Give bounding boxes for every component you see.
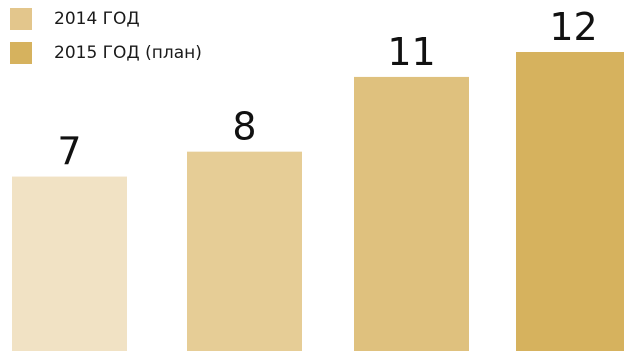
legend-item-2014: 2014 ГОД — [10, 8, 202, 30]
bar-value-label-1: 7 — [57, 130, 81, 174]
bar-value-label-2: 8 — [232, 105, 256, 149]
bar-3 — [354, 76, 469, 351]
legend: 2014 ГОД 2015 ГОД (план) — [10, 8, 202, 76]
legend-swatch-2014 — [10, 8, 32, 30]
legend-item-2015: 2015 ГОД (план) — [10, 42, 202, 64]
bar-4 — [516, 52, 624, 351]
legend-label-2015: 2015 ГОД (план) — [54, 43, 202, 63]
legend-swatch-2015 — [10, 42, 32, 64]
legend-label-2014: 2014 ГОД — [54, 9, 140, 29]
bar-1 — [12, 176, 127, 351]
bar-value-label-4: 12 — [549, 5, 597, 49]
bar-value-label-3: 11 — [387, 30, 435, 74]
bar-2 — [187, 151, 302, 351]
